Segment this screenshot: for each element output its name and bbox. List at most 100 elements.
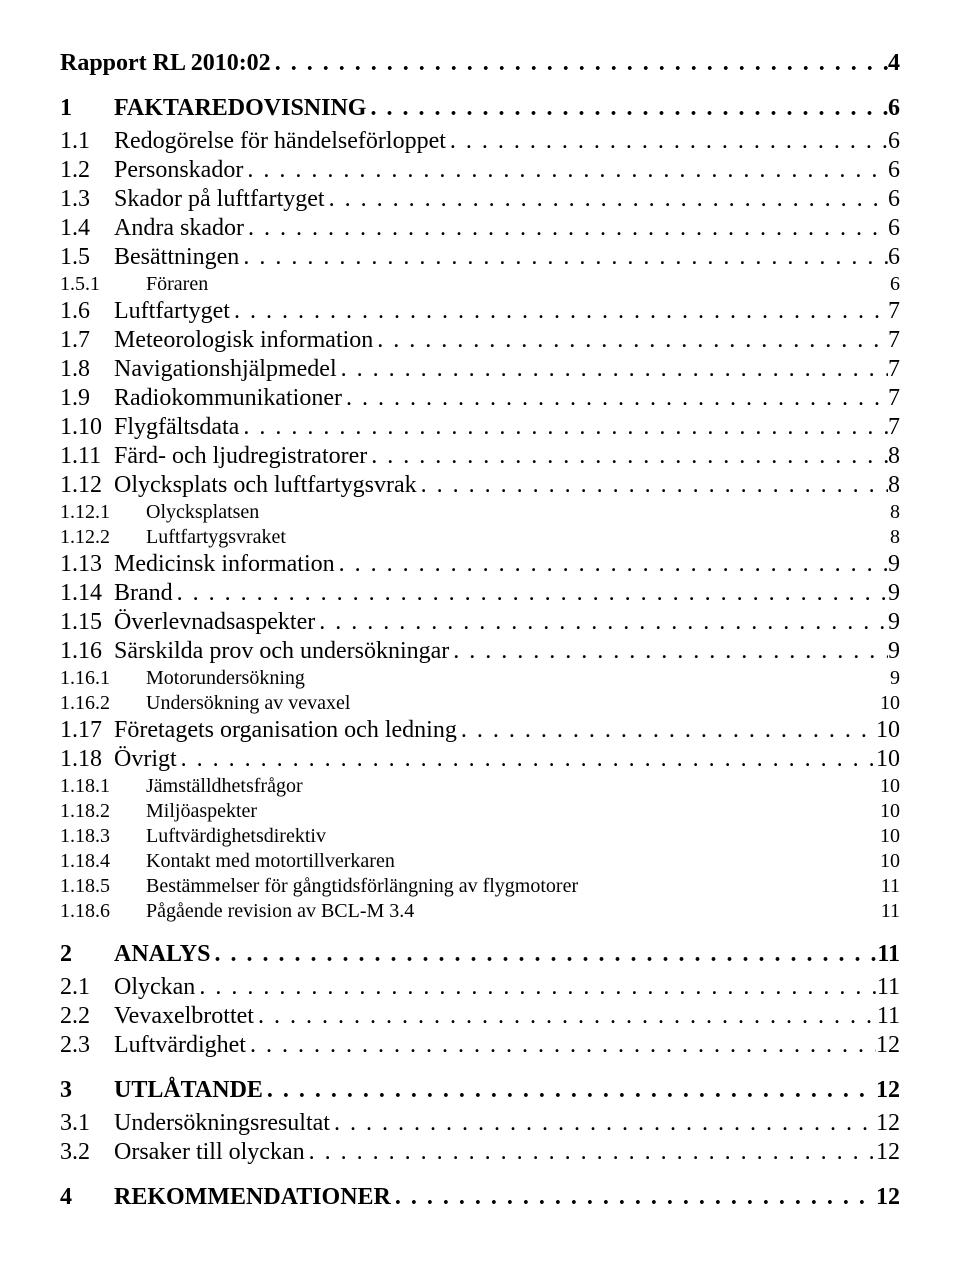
toc-entry: 1.2 Personskador . . . . . . . . . . . .… — [60, 157, 900, 184]
toc-title-line: Rapport RL 2010:02 . . . . . . . . . . .… — [60, 50, 900, 77]
leader: . . . . . . . . . . . . . . . . . . . . … — [325, 186, 888, 213]
toc-entry-label: Pågående revision av BCL-M 3.4 — [140, 900, 414, 923]
toc-entry: 1.9 Radiokommunikationer . . . . . . . .… — [60, 385, 900, 412]
toc-entry-label: Personskador — [108, 157, 243, 184]
toc-entry-page: 8 — [890, 501, 900, 524]
toc-entry-page: 9 — [888, 551, 900, 578]
toc-entry-page: 11 — [877, 974, 900, 1001]
toc-entry: 3 UTLÅTANDE . . . . . . . . . . . . . . … — [60, 1077, 900, 1104]
toc-entry-number: 1.16.1 — [60, 667, 140, 690]
toc-entry-page: 8 — [890, 526, 900, 549]
leader: . . . . . . . . . . . . . . . . . . . . … — [239, 244, 888, 271]
toc-entry-number: 2.1 — [60, 974, 108, 1001]
leader: . . . . . . . . . . . . . . . . . . . . … — [177, 746, 876, 773]
toc-entry-page: 7 — [888, 356, 900, 383]
toc-entry: 1.16.2 Undersökning av vevaxel 10 — [60, 692, 900, 715]
toc-entry-label: Brand — [108, 580, 173, 607]
toc-entry-number: 1.12.1 — [60, 501, 140, 524]
toc-entry: 1.18.6 Pågående revision av BCL-M 3.4 11 — [60, 900, 900, 923]
toc-entry-label: Medicinsk information — [108, 551, 335, 578]
toc-entry-number: 2 — [60, 941, 108, 968]
toc-entry-number: 1.2 — [60, 157, 108, 184]
toc-entry-page: 11 — [881, 900, 900, 923]
toc-entry-page: 6 — [888, 186, 900, 213]
toc-entry: 1 FAKTAREDOVISNING . . . . . . . . . . .… — [60, 95, 900, 122]
toc-entry: 1.15 Överlevnadsaspekter . . . . . . . .… — [60, 609, 900, 636]
toc-entry-number: 1.11 — [60, 443, 108, 470]
toc-entry: 1.4 Andra skador . . . . . . . . . . . .… — [60, 215, 900, 242]
toc-entry-number: 1.15 — [60, 609, 108, 636]
leader: . . . . . . . . . . . . . . . . . . . . … — [449, 638, 888, 665]
toc-entry-label: ANALYS — [108, 941, 210, 968]
toc-entry: 1.1 Redogörelse för händelseförloppet . … — [60, 128, 900, 155]
toc-entry-page: 11 — [877, 1003, 900, 1030]
toc-entry-label: Andra skador — [108, 215, 244, 242]
toc-entry: 4 REKOMMENDATIONER . . . . . . . . . . .… — [60, 1184, 900, 1211]
toc-entry-number: 1.17 — [60, 717, 108, 744]
leader: . . . . . . . . . . . . . . . . . . . . … — [315, 609, 888, 636]
toc-entry-page: 10 — [880, 800, 900, 823]
leader: . . . . . . . . . . . . . . . . . . . . … — [230, 298, 888, 325]
toc-entry-page: 12 — [876, 1184, 900, 1211]
toc-entry: 1.12.2 Luftfartygsvraket 8 — [60, 526, 900, 549]
toc-entry-page: 9 — [890, 667, 900, 690]
toc-entry: 1.8 Navigationshjälpmedel . . . . . . . … — [60, 356, 900, 383]
leader: . . . . . . . . . . . . . . . . . . . . … — [243, 157, 888, 184]
leader: . . . . . . . . . . . . . . . . . . . . … — [271, 50, 888, 77]
toc-entry-number: 1.5 — [60, 244, 108, 271]
toc-entry-number: 1.16 — [60, 638, 108, 665]
toc-entry-page: 7 — [888, 298, 900, 325]
toc-entry-number: 1.18.3 — [60, 825, 140, 848]
toc-entry: 1.14 Brand . . . . . . . . . . . . . . .… — [60, 580, 900, 607]
leader: . . . . . . . . . . . . . . . . . . . . … — [254, 1003, 877, 1030]
toc-entry-label: Kontakt med motortillverkaren — [140, 850, 395, 873]
toc-entry: 1.18.1 Jämställdhetsfrågor 10 — [60, 775, 900, 798]
toc-entry-number: 1.1 — [60, 128, 108, 155]
leader: . . . . . . . . . . . . . . . . . . . . … — [367, 443, 888, 470]
leader: . . . . . . . . . . . . . . . . . . . . … — [446, 128, 888, 155]
toc-entry: 1.17 Företagets organisation och ledning… — [60, 717, 900, 744]
toc-entry-number: 1.18.4 — [60, 850, 140, 873]
leader: . . . . . . . . . . . . . . . . . . . . … — [457, 717, 876, 744]
toc-entry-number: 3.2 — [60, 1139, 108, 1166]
toc-entry-number: 1.12.2 — [60, 526, 140, 549]
toc-entry: 2 ANALYS . . . . . . . . . . . . . . . .… — [60, 941, 900, 968]
toc-entry-label: Navigationshjälpmedel — [108, 356, 337, 383]
toc-entry-label: Vevaxelbrottet — [108, 1003, 254, 1030]
toc-entry-page: 8 — [888, 472, 900, 499]
toc-entry-label: Redogörelse för händelseförloppet — [108, 128, 446, 155]
toc-entry: 1.5.1 Föraren 6 — [60, 273, 900, 296]
toc-entry: 1.16.1 Motorundersökning 9 — [60, 667, 900, 690]
toc-entry-page: 6 — [888, 244, 900, 271]
toc-entry: 1.18.4 Kontakt med motortillverkaren 10 — [60, 850, 900, 873]
leader: . . . . . . . . . . . . . . . . . . . . … — [239, 414, 888, 441]
toc-entry-label: Radiokommunikationer — [108, 385, 342, 412]
toc-entry: 1.16 Särskilda prov och undersökningar .… — [60, 638, 900, 665]
leader: . . . . . . . . . . . . . . . . . . . . … — [173, 580, 888, 607]
toc-entry: 1.10 Flygfältsdata . . . . . . . . . . .… — [60, 414, 900, 441]
toc-entry-number: 1.12 — [60, 472, 108, 499]
toc-entry-label: Överlevnadsaspekter — [108, 609, 315, 636]
leader: . . . . . . . . . . . . . . . . . . . . … — [195, 974, 877, 1001]
toc-entry-page: 6 — [888, 128, 900, 155]
toc-entry-label: Övrigt — [108, 746, 177, 773]
toc-entry-label: UTLÅTANDE — [108, 1077, 263, 1104]
leader: . . . . . . . . . . . . . . . . . . . . … — [330, 1110, 876, 1137]
toc-entry-page: 11 — [877, 941, 900, 968]
toc-body: 1 FAKTAREDOVISNING . . . . . . . . . . .… — [60, 95, 900, 1211]
toc-entry-label: Särskilda prov och undersökningar — [108, 638, 449, 665]
toc-entry: 1.18.5 Bestämmelser för gångtidsförlängn… — [60, 875, 900, 898]
toc-entry-page: 6 — [890, 273, 900, 296]
leader: . . . . . . . . . . . . . . . . . . . . … — [246, 1032, 876, 1059]
toc-entry-number: 1.18.6 — [60, 900, 140, 923]
toc-entry: 3.1 Undersökningsresultat . . . . . . . … — [60, 1110, 900, 1137]
toc-entry: 1.3 Skador på luftfartyget . . . . . . .… — [60, 186, 900, 213]
toc-entry-number: 1.8 — [60, 356, 108, 383]
toc-entry-number: 3.1 — [60, 1110, 108, 1137]
toc-entry-page: 10 — [880, 825, 900, 848]
toc-entry-page: 7 — [888, 414, 900, 441]
toc-entry-label: Undersökning av vevaxel — [140, 692, 350, 715]
toc-entry-number: 1.18.1 — [60, 775, 140, 798]
toc-entry-number: 1.18.5 — [60, 875, 140, 898]
toc-entry-number: 1.18.2 — [60, 800, 140, 823]
